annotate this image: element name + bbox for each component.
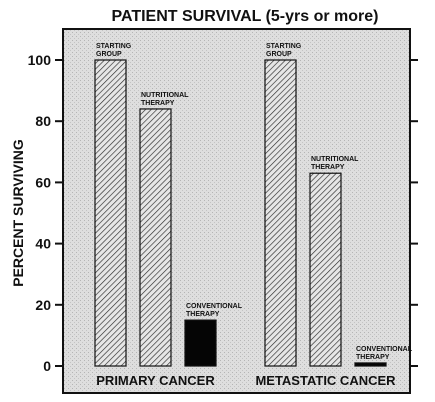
group-labels: PRIMARY CANCER METASTATIC CANCER [96, 373, 396, 388]
bar-label: GROUP [96, 51, 122, 58]
y-tick-label: 20 [35, 297, 51, 313]
y-tick-label: 80 [35, 113, 51, 129]
bar-label: THERAPY [356, 354, 390, 361]
y-tick-label: 100 [28, 52, 52, 68]
y-tick-label: 0 [43, 358, 51, 374]
bar-label: STARTING [96, 43, 132, 50]
bar-label: THERAPY [141, 100, 175, 107]
bar [184, 319, 217, 367]
bar-label: GROUP [266, 51, 292, 58]
chart-title: PATIENT SURVIVAL (5-yrs or more) [111, 8, 378, 25]
y-axis-label: PERCENT SURVIVING [10, 139, 26, 287]
y-tick-label: 40 [35, 236, 51, 252]
group-label: PRIMARY CANCER [96, 373, 215, 388]
bar-label: THERAPY [186, 311, 220, 318]
bar [354, 362, 387, 367]
bar-label: NUTRITIONAL [141, 92, 189, 99]
y-tick-label: 60 [35, 174, 51, 190]
bars-layer: STARTINGGROUPNUTRITIONALTHERAPYCONVENTIO… [94, 43, 413, 367]
group-label: METASTATIC CANCER [255, 373, 396, 388]
bar-label: STARTING [266, 43, 302, 50]
bar-label: NUTRITIONAL [311, 156, 359, 163]
bar [309, 172, 342, 367]
y-axis-ticks: 0 20 40 60 80 100 [28, 52, 418, 374]
bar [139, 108, 172, 367]
bar [94, 59, 127, 367]
bar-label: THERAPY [311, 164, 345, 171]
bar [264, 59, 297, 367]
bar-label: CONVENTIONAL [186, 303, 243, 310]
bar-label: CONVENTIONAL [356, 346, 413, 353]
